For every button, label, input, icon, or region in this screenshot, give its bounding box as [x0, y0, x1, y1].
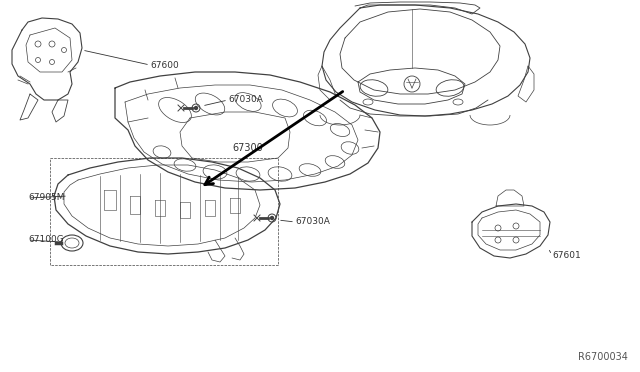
Circle shape	[271, 217, 273, 219]
Text: R6700034: R6700034	[578, 352, 628, 362]
Text: 67030A: 67030A	[228, 96, 263, 105]
Text: 67601: 67601	[552, 250, 580, 260]
Text: 67905M: 67905M	[28, 193, 65, 202]
Text: 67100G: 67100G	[28, 235, 64, 244]
Circle shape	[195, 106, 198, 109]
Text: 67300: 67300	[232, 143, 263, 153]
Text: 67600: 67600	[150, 61, 179, 70]
Text: 67030A: 67030A	[295, 218, 330, 227]
